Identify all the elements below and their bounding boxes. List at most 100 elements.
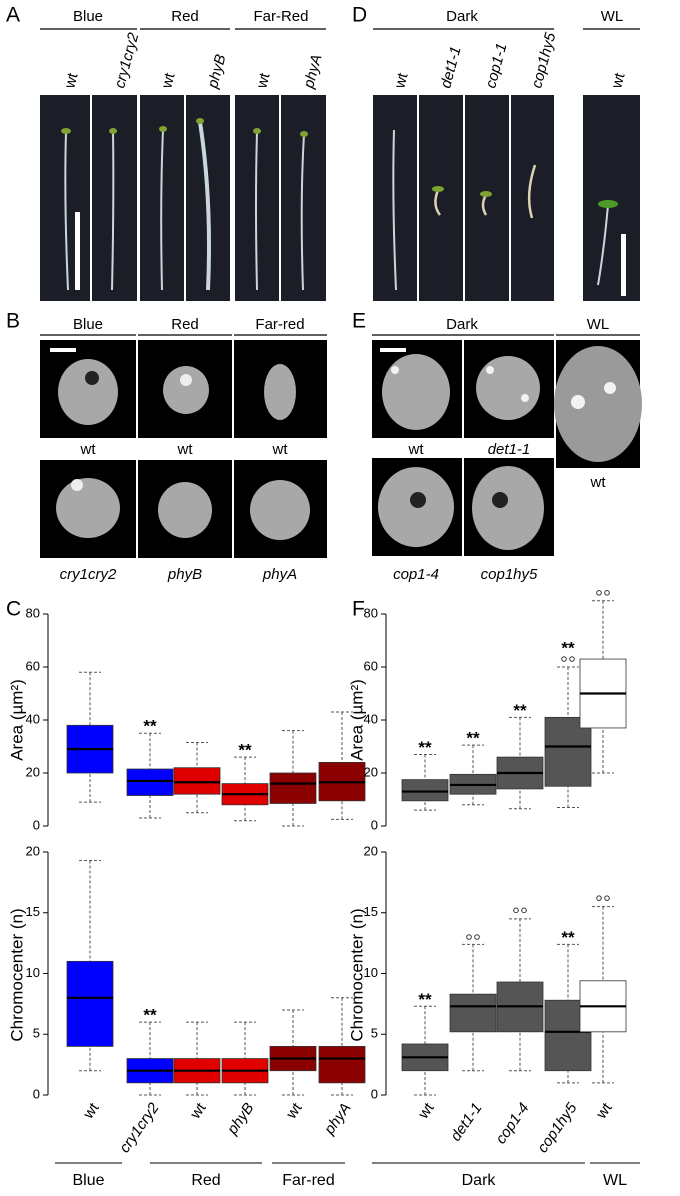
nucleus	[554, 346, 642, 462]
cotyledon	[61, 128, 71, 134]
nuclei-b	[40, 340, 327, 558]
group-label: Dark	[462, 1172, 497, 1189]
genotype-label: cop1-4	[393, 566, 439, 583]
x-tick-label: wt	[592, 1099, 616, 1123]
group-label: WL	[587, 316, 610, 333]
photo	[92, 95, 137, 301]
panel-letter: F	[352, 598, 365, 621]
genotype-label: wt	[177, 441, 194, 458]
group-label: Far-red	[255, 316, 304, 333]
genotype-label: wt	[61, 70, 82, 91]
panel-letter: E	[352, 310, 366, 333]
panel-letter: A	[6, 4, 20, 27]
genotype-label: det1-1	[437, 45, 464, 90]
group-label: Dark	[446, 8, 478, 25]
group-label: Blue	[73, 316, 103, 333]
y-axis-label: Area (µm²)	[7, 679, 26, 761]
y-tick-label: 15	[364, 904, 378, 919]
chromocenter	[71, 479, 83, 491]
y-tick-label: 15	[26, 904, 40, 919]
photo	[583, 95, 640, 301]
seedling	[527, 164, 537, 219]
nucleolus	[492, 492, 508, 508]
cotyledon	[159, 126, 167, 132]
group-label: Blue	[72, 1172, 104, 1189]
nucleus	[158, 482, 212, 538]
nucleolus	[410, 492, 426, 508]
genotype-label: wt	[408, 441, 425, 458]
chromocenter	[604, 382, 616, 394]
group-label: Red	[171, 316, 199, 333]
y-tick-label: 40	[364, 711, 378, 726]
group-label: Red	[171, 8, 199, 25]
significance: **	[143, 717, 157, 736]
y-tick-label: 0	[371, 1086, 378, 1101]
outlier	[596, 895, 602, 901]
outlier	[466, 934, 472, 940]
significance: **	[561, 639, 575, 658]
y-tick-label: 0	[33, 817, 40, 832]
group-label: Dark	[446, 316, 478, 333]
genotype-label: wt	[158, 70, 179, 91]
outlier	[474, 934, 480, 940]
genotype-label: cop1hy5	[481, 566, 538, 583]
group-label: WL	[601, 8, 624, 25]
y-tick-label: 20	[364, 764, 378, 779]
genotype-label: cry1cry2	[60, 566, 117, 583]
panel-letter: B	[6, 310, 20, 333]
significance: **	[418, 990, 432, 1009]
nucleus	[476, 356, 540, 420]
scale-bar	[75, 212, 80, 290]
genotype-label: phyA	[262, 566, 297, 583]
outlier	[604, 895, 610, 901]
y-axis-label: Chromocenter (n)	[7, 908, 26, 1041]
genotype-label: wt	[590, 474, 607, 491]
outlier	[569, 656, 575, 662]
box	[173, 767, 221, 795]
photos-a	[40, 95, 326, 301]
x-tick-label: phyA	[320, 1100, 354, 1139]
seedling	[597, 204, 609, 286]
y-axis-label: Area (µm²)	[347, 679, 366, 761]
panel-letter: D	[352, 4, 367, 27]
genotype-label: cry1cry2	[111, 30, 142, 90]
nucleus	[163, 366, 209, 414]
nucleolus	[85, 371, 99, 385]
seedling	[160, 129, 164, 291]
photo	[465, 95, 509, 301]
box	[126, 768, 174, 796]
genotype-label: wt	[272, 441, 289, 458]
chromocenter	[486, 366, 494, 374]
photos-d	[373, 95, 640, 301]
genotype-label: phyB	[204, 53, 230, 91]
x-tick-label: wt	[282, 1099, 306, 1123]
box	[318, 1046, 366, 1084]
nucleus	[250, 480, 310, 540]
genotype-label: wt	[391, 70, 412, 91]
box	[66, 960, 114, 1047]
outlier	[604, 590, 610, 596]
seedling	[434, 189, 442, 216]
y-tick-label: 60	[364, 658, 378, 673]
x-tick-label: det1-1	[447, 1100, 485, 1145]
y-tick-label: 80	[364, 605, 378, 620]
chromocenter	[521, 394, 529, 402]
nucleus	[382, 354, 450, 430]
seedling	[198, 121, 211, 291]
x-tick-label: wt	[79, 1099, 103, 1123]
outlier	[561, 656, 567, 662]
y-tick-label: 60	[26, 658, 40, 673]
x-tick-label: wt	[186, 1099, 210, 1123]
nucleus	[56, 478, 120, 538]
cotyledon	[480, 191, 492, 197]
group-label: WL	[603, 1172, 627, 1189]
y-tick-label: 20	[26, 843, 40, 858]
box	[544, 716, 592, 787]
cotyledon	[253, 128, 261, 134]
scale-bar	[380, 348, 406, 352]
cotyledon	[109, 128, 117, 134]
chromocenter	[180, 374, 192, 386]
significance: **	[466, 729, 480, 748]
cotyledon	[300, 131, 308, 137]
y-tick-label: 5	[33, 1026, 40, 1041]
